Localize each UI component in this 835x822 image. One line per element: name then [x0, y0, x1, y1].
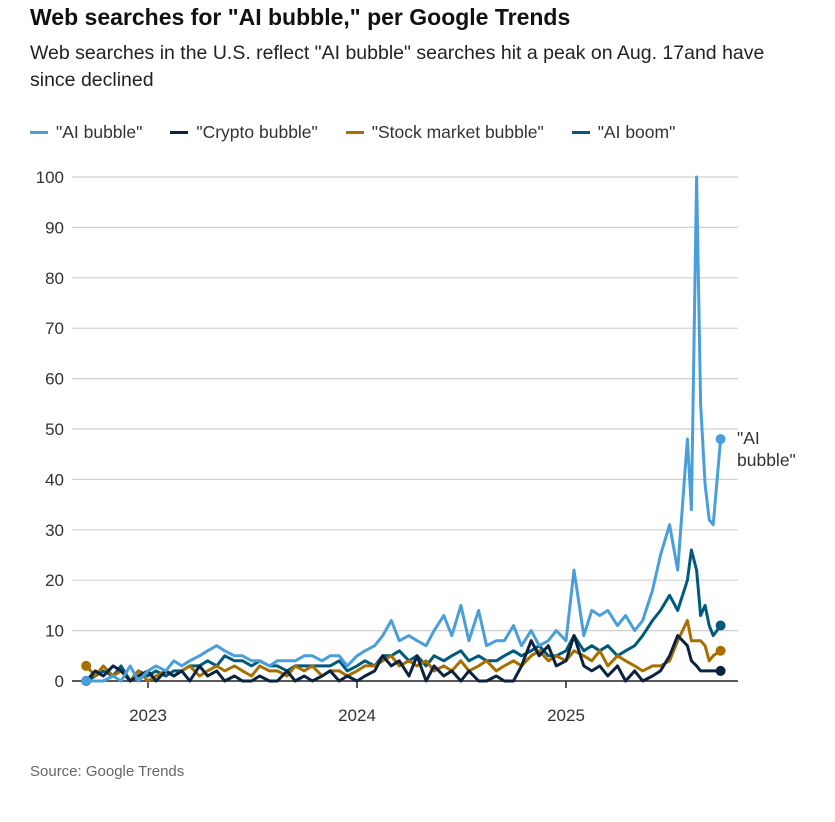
legend-label: "AI bubble" [56, 122, 143, 142]
legend-swatch [345, 131, 364, 134]
series-start-dot [81, 660, 92, 671]
series-line [86, 175, 723, 683]
series-start-dot [81, 676, 92, 686]
legend-label: "Crypto bubble" [196, 122, 318, 142]
chart-title: Web searches for "AI bubble," per Google… [30, 4, 571, 30]
y-tick-label: 70 [45, 319, 64, 338]
y-tick-label: 10 [45, 622, 64, 641]
legend: "AI bubble" "Crypto bubble" "Stock market … [30, 122, 675, 143]
series-end-dot [715, 645, 726, 656]
legend-label: "Stock market bubble" [371, 122, 544, 142]
series-end-dot [715, 620, 726, 631]
chart-subtitle: Web searches in the U.S. reflect "AI bub… [30, 42, 765, 91]
y-tick-label: 90 [45, 218, 64, 237]
series-line [85, 634, 721, 683]
y-tick-label: 0 [55, 672, 64, 691]
end-label: "AI bubble" [737, 428, 796, 470]
x-tick-label: 2023 [129, 706, 167, 725]
y-tick-label: 80 [45, 269, 64, 288]
legend-item: "Crypto bubble" [170, 122, 318, 143]
series-end-dot [715, 665, 726, 676]
y-tick-label: 20 [45, 571, 64, 590]
source-note: Source: Google Trends [30, 763, 185, 780]
series-end-dot [715, 434, 726, 445]
y-tick-label: 40 [45, 470, 64, 489]
x-tick-label: 2025 [547, 706, 585, 725]
legend-label: "AI boom" [597, 122, 676, 142]
legend-item: "AI boom" [571, 122, 676, 143]
legend-swatch [170, 131, 189, 134]
y-tick-label: 100 [36, 168, 64, 187]
y-tick-label: 50 [45, 420, 64, 439]
y-tick-label: 30 [45, 521, 64, 540]
legend-item: "Stock market bubble" [345, 122, 544, 143]
y-tick-label: 60 [45, 370, 64, 389]
x-tick-label: 2024 [338, 706, 376, 725]
legend-item: "AI bubble" [30, 122, 142, 143]
legend-swatch [30, 131, 48, 134]
legend-swatch [571, 131, 590, 134]
